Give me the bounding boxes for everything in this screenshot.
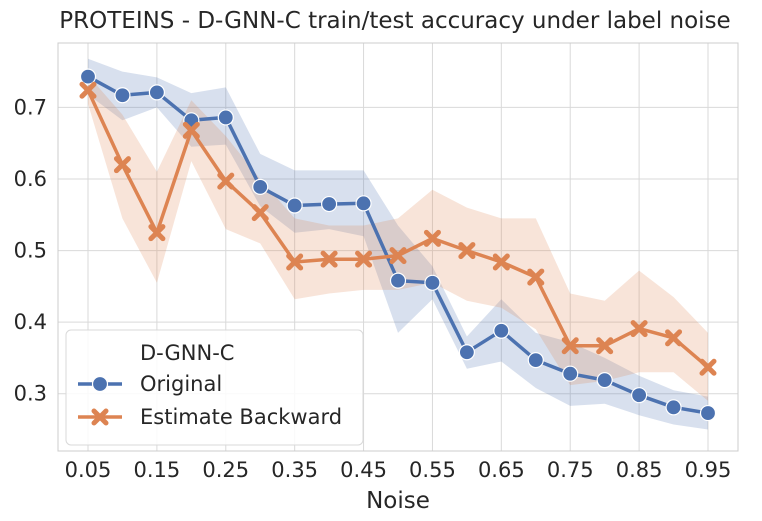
data-point-x bbox=[182, 121, 200, 139]
data-point-circle bbox=[148, 84, 165, 101]
data-point-x bbox=[79, 81, 97, 99]
data-point-circle bbox=[631, 387, 648, 404]
y-tick-label: 0.7 bbox=[14, 95, 47, 119]
data-point-x bbox=[665, 329, 683, 347]
confidence-band-x bbox=[88, 75, 708, 401]
plot-frame bbox=[57, 42, 739, 452]
data-point-x bbox=[492, 253, 510, 271]
data-point-x bbox=[596, 337, 614, 355]
data-point-x bbox=[217, 172, 235, 190]
x-tick-label: 0.05 bbox=[65, 458, 112, 482]
data-point-circle bbox=[527, 351, 544, 369]
data-point-x bbox=[527, 268, 545, 286]
data-point-circle bbox=[321, 195, 338, 213]
y-tick-label: 0.3 bbox=[14, 382, 47, 406]
data-point-x bbox=[561, 337, 579, 355]
x-tick-label: 0.35 bbox=[271, 458, 318, 482]
y-tick-label: 0.6 bbox=[14, 167, 47, 191]
data-point-circle bbox=[217, 109, 234, 126]
legend-label: Estimate Backward bbox=[140, 405, 342, 429]
chart-title: PROTEINS - D-GNN-C train/test accuracy u… bbox=[59, 8, 730, 34]
x-tick-label: 0.85 bbox=[616, 458, 663, 482]
legend-items: Original Estimate Backward bbox=[78, 372, 342, 429]
y-tick-labels: 0.3 0.4 0.5 0.6 0.7 bbox=[14, 95, 47, 405]
data-point-x bbox=[320, 250, 338, 268]
x-tick-label: 0.75 bbox=[547, 458, 594, 482]
data-point-x bbox=[113, 156, 131, 174]
data-point-x bbox=[286, 253, 304, 271]
y-tick-label: 0.5 bbox=[14, 239, 47, 263]
data-point-x bbox=[355, 250, 373, 268]
legend-box bbox=[65, 329, 364, 446]
data-point-circle bbox=[114, 87, 131, 104]
series-markers bbox=[79, 68, 717, 422]
data-point-x bbox=[148, 224, 166, 242]
x-tick-label: 0.15 bbox=[134, 458, 181, 482]
x-tick-labels: 0.05 0.15 0.25 0.35 0.45 0.55 0.65 0.75 0.85 0.95 bbox=[65, 458, 732, 482]
legend: D-GNN-C Original Estimate Backward bbox=[65, 329, 364, 446]
data-point-circle bbox=[665, 399, 682, 416]
legend-title: D-GNN-C bbox=[140, 341, 234, 365]
y-tick-label: 0.4 bbox=[14, 310, 47, 334]
data-point-x bbox=[630, 320, 648, 338]
x-tick-label: 0.55 bbox=[409, 458, 456, 482]
data-point-circle bbox=[389, 272, 407, 289]
data-point-x bbox=[699, 358, 717, 376]
x-tick-label: 0.65 bbox=[478, 458, 525, 482]
x-axis-label: Noise bbox=[366, 488, 430, 514]
legend-marker bbox=[91, 375, 109, 393]
legend-marker bbox=[91, 408, 109, 426]
data-point-circle bbox=[355, 195, 372, 212]
data-point-circle bbox=[424, 274, 441, 291]
x-tick-label: 0.45 bbox=[340, 458, 387, 482]
data-point-circle bbox=[699, 404, 717, 422]
data-point-circle bbox=[596, 372, 613, 389]
data-point-x bbox=[423, 229, 441, 247]
data-point-circle bbox=[493, 322, 510, 339]
data-point-circle bbox=[286, 197, 303, 214]
data-point-circle bbox=[458, 344, 475, 361]
data-point-circle bbox=[562, 365, 579, 382]
data-point-circle bbox=[79, 68, 97, 85]
x-tick-label: 0.25 bbox=[202, 458, 249, 482]
data-point-x bbox=[458, 242, 476, 260]
x-tick-label: 0.95 bbox=[685, 458, 732, 482]
data-point-x bbox=[389, 247, 407, 265]
data-point-x bbox=[251, 204, 269, 222]
legend-label: Original bbox=[140, 372, 222, 396]
data-point-circle bbox=[252, 178, 269, 195]
